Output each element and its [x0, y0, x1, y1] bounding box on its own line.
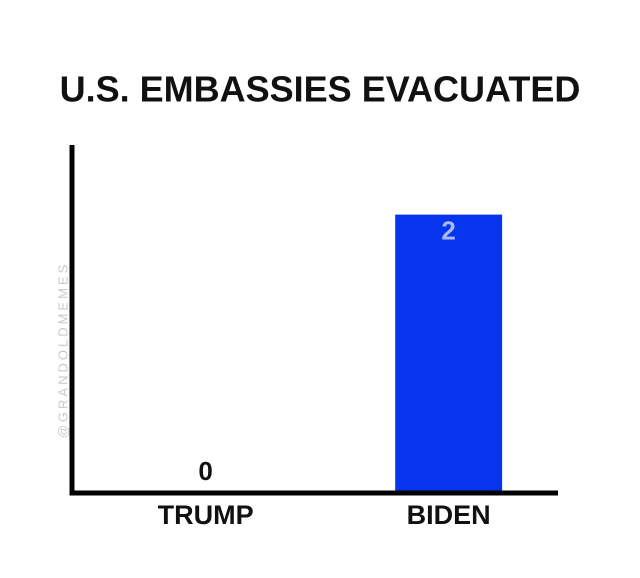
- data-label: 2: [441, 215, 455, 245]
- data-label: 0: [198, 456, 212, 486]
- bar: [395, 214, 503, 493]
- x-tick-label: TRUMP: [158, 500, 254, 530]
- x-tick-label: BIDEN: [407, 500, 491, 530]
- chart-title: U.S. EMBASSIES EVACUATED: [60, 69, 581, 110]
- watermark: @GRANDOLDMEMES: [55, 262, 70, 439]
